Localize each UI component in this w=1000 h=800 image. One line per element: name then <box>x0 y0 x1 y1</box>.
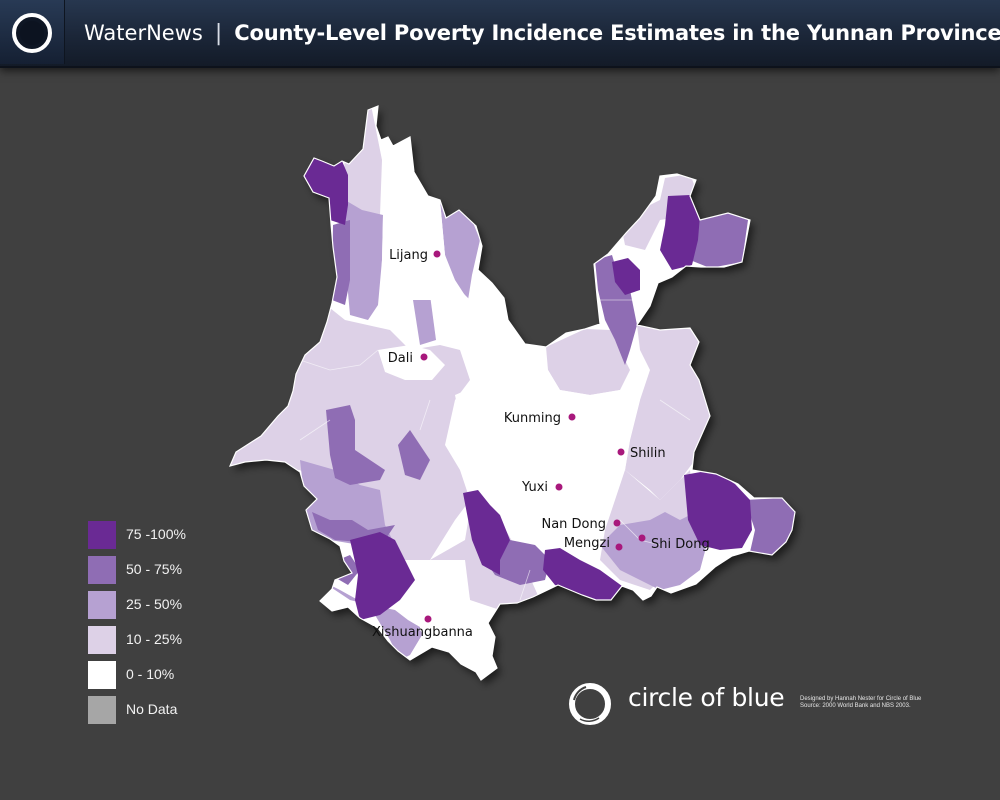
region-xishuangbanna-white <box>420 570 497 680</box>
city-nan-dong[interactable]: Nan Dong <box>541 517 621 532</box>
region-far-northwest-dark <box>304 158 348 225</box>
city-marker <box>555 483 563 491</box>
region-dali-north-medium <box>413 295 436 345</box>
city-lijang[interactable]: Lijang <box>389 248 441 263</box>
region-east-light-2 <box>546 329 630 395</box>
city-label: Nan Dong <box>541 517 606 532</box>
region-far-northeast-medium-dark <box>685 210 748 268</box>
legend-label: 25 - 50% <box>126 596 183 612</box>
county-borders <box>299 299 691 601</box>
credits: Designed by Hannah Nester for Circle of … <box>800 696 921 710</box>
region-northeast-light <box>620 174 700 250</box>
legend-swatch <box>88 626 116 654</box>
city-mengzi[interactable]: Mengzi <box>564 536 623 551</box>
circle-of-blue-icon[interactable] <box>566 680 614 728</box>
city-label: Yuxi <box>521 480 548 495</box>
city-label: Dali <box>388 351 413 366</box>
city-marker <box>420 353 428 361</box>
credit-source: Source: 2000 World Bank and NBS 2003. <box>800 703 911 709</box>
city-label: Lijang <box>389 248 428 263</box>
legend-label: 75 -100% <box>126 526 186 542</box>
legend-label: 0 - 10% <box>126 666 175 682</box>
city-xishuangbanna[interactable]: Xishuangbanna <box>372 615 473 641</box>
ring-logo-icon <box>12 13 52 53</box>
city-markers: Lijang Dali Kunming Shilin Yuxi Nan Dong… <box>372 248 710 640</box>
legend-swatch <box>88 661 116 689</box>
brand-name[interactable]: WaterNews <box>84 21 203 45</box>
city-marker <box>615 543 623 551</box>
header-text: WaterNews | County-Level Poverty Inciden… <box>84 17 1000 49</box>
class-0-10-regions <box>230 137 640 680</box>
legend-label: 10 - 25% <box>126 631 183 647</box>
region-center-medium-dark <box>398 430 430 480</box>
city-shilin[interactable]: Shilin <box>617 446 666 461</box>
region-west-central-medium-dark <box>326 405 385 485</box>
city-label: Shi Dong <box>651 537 710 552</box>
credit-designer: Designed by Hannah Nester for Circle of … <box>800 696 922 702</box>
city-marker <box>613 519 621 527</box>
city-label: Xishuangbanna <box>372 625 473 640</box>
page-title: County-Level Poverty Incidence Estimates… <box>234 21 1000 45</box>
class-75-100-regions <box>304 158 752 620</box>
region-southwest-dark <box>350 532 415 620</box>
waternews-logo[interactable] <box>0 0 65 64</box>
region-south-central-dark <box>463 490 510 575</box>
legend-swatch <box>88 521 116 549</box>
region-northeast-dark-1 <box>612 258 640 295</box>
region-lijang-east-medium <box>440 200 480 300</box>
region-northwest-medium-dark <box>332 220 350 305</box>
city-shi-dong[interactable]: Shi Dong <box>638 534 710 553</box>
header-bar: WaterNews | County-Level Poverty Inciden… <box>0 0 1000 68</box>
legend-swatch <box>88 696 116 724</box>
circle-of-blue-brand[interactable]: circle of blue <box>628 683 785 712</box>
region-lijang-white <box>380 137 525 350</box>
region-northeast-medium-dark <box>595 255 637 365</box>
legend-swatch <box>88 556 116 584</box>
region-kunming-white <box>455 360 640 530</box>
region-southeast-medium <box>600 510 708 590</box>
city-marker <box>638 534 646 542</box>
header-separator: | <box>214 20 223 46</box>
legend-label: No Data <box>126 701 178 717</box>
region-dali-white <box>378 345 445 380</box>
county-regions <box>230 106 795 680</box>
city-dali[interactable]: Dali <box>388 351 428 366</box>
region-northeast-dark-2 <box>660 195 700 270</box>
city-label: Mengzi <box>564 536 610 551</box>
class-50-75-regions <box>312 210 795 585</box>
legend-label: 50 - 75% <box>126 561 183 577</box>
city-marker <box>617 448 625 456</box>
city-yuxi[interactable]: Yuxi <box>521 480 563 495</box>
city-label: Kunming <box>504 411 561 426</box>
legend-swatch <box>88 591 116 619</box>
region-northwest-light <box>343 106 382 225</box>
city-marker <box>568 413 576 421</box>
city-label: Shilin <box>630 446 666 461</box>
region-southeast-edge-medium-dark <box>745 498 795 555</box>
region-east-dark <box>684 470 752 550</box>
city-kunming[interactable]: Kunming <box>504 411 576 426</box>
region-southwest-medium <box>320 580 425 660</box>
city-marker <box>424 615 432 623</box>
region-north-medium <box>345 200 383 320</box>
city-marker <box>433 250 441 258</box>
